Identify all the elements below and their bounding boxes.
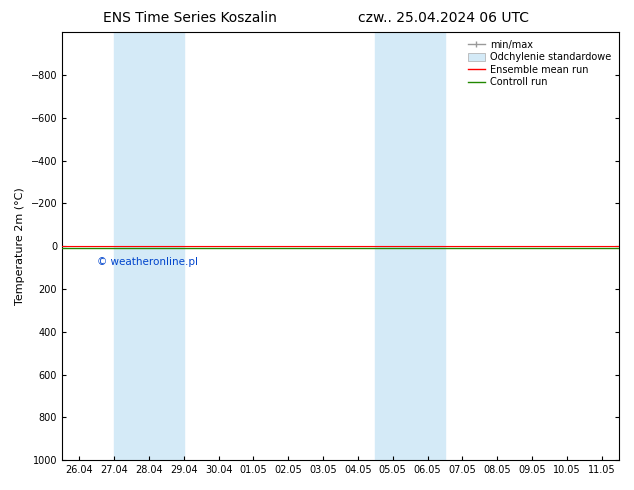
Bar <box>114 32 184 460</box>
Legend: min/max, Odchylenie standardowe, Ensemble mean run, Controll run: min/max, Odchylenie standardowe, Ensembl… <box>465 37 614 90</box>
Text: © weatheronline.pl: © weatheronline.pl <box>97 257 198 268</box>
Text: ENS Time Series Koszalin: ENS Time Series Koszalin <box>103 11 277 25</box>
Bar <box>375 32 445 460</box>
Text: czw.. 25.04.2024 06 UTC: czw.. 25.04.2024 06 UTC <box>358 11 529 25</box>
Y-axis label: Temperature 2m (°C): Temperature 2m (°C) <box>15 187 25 305</box>
